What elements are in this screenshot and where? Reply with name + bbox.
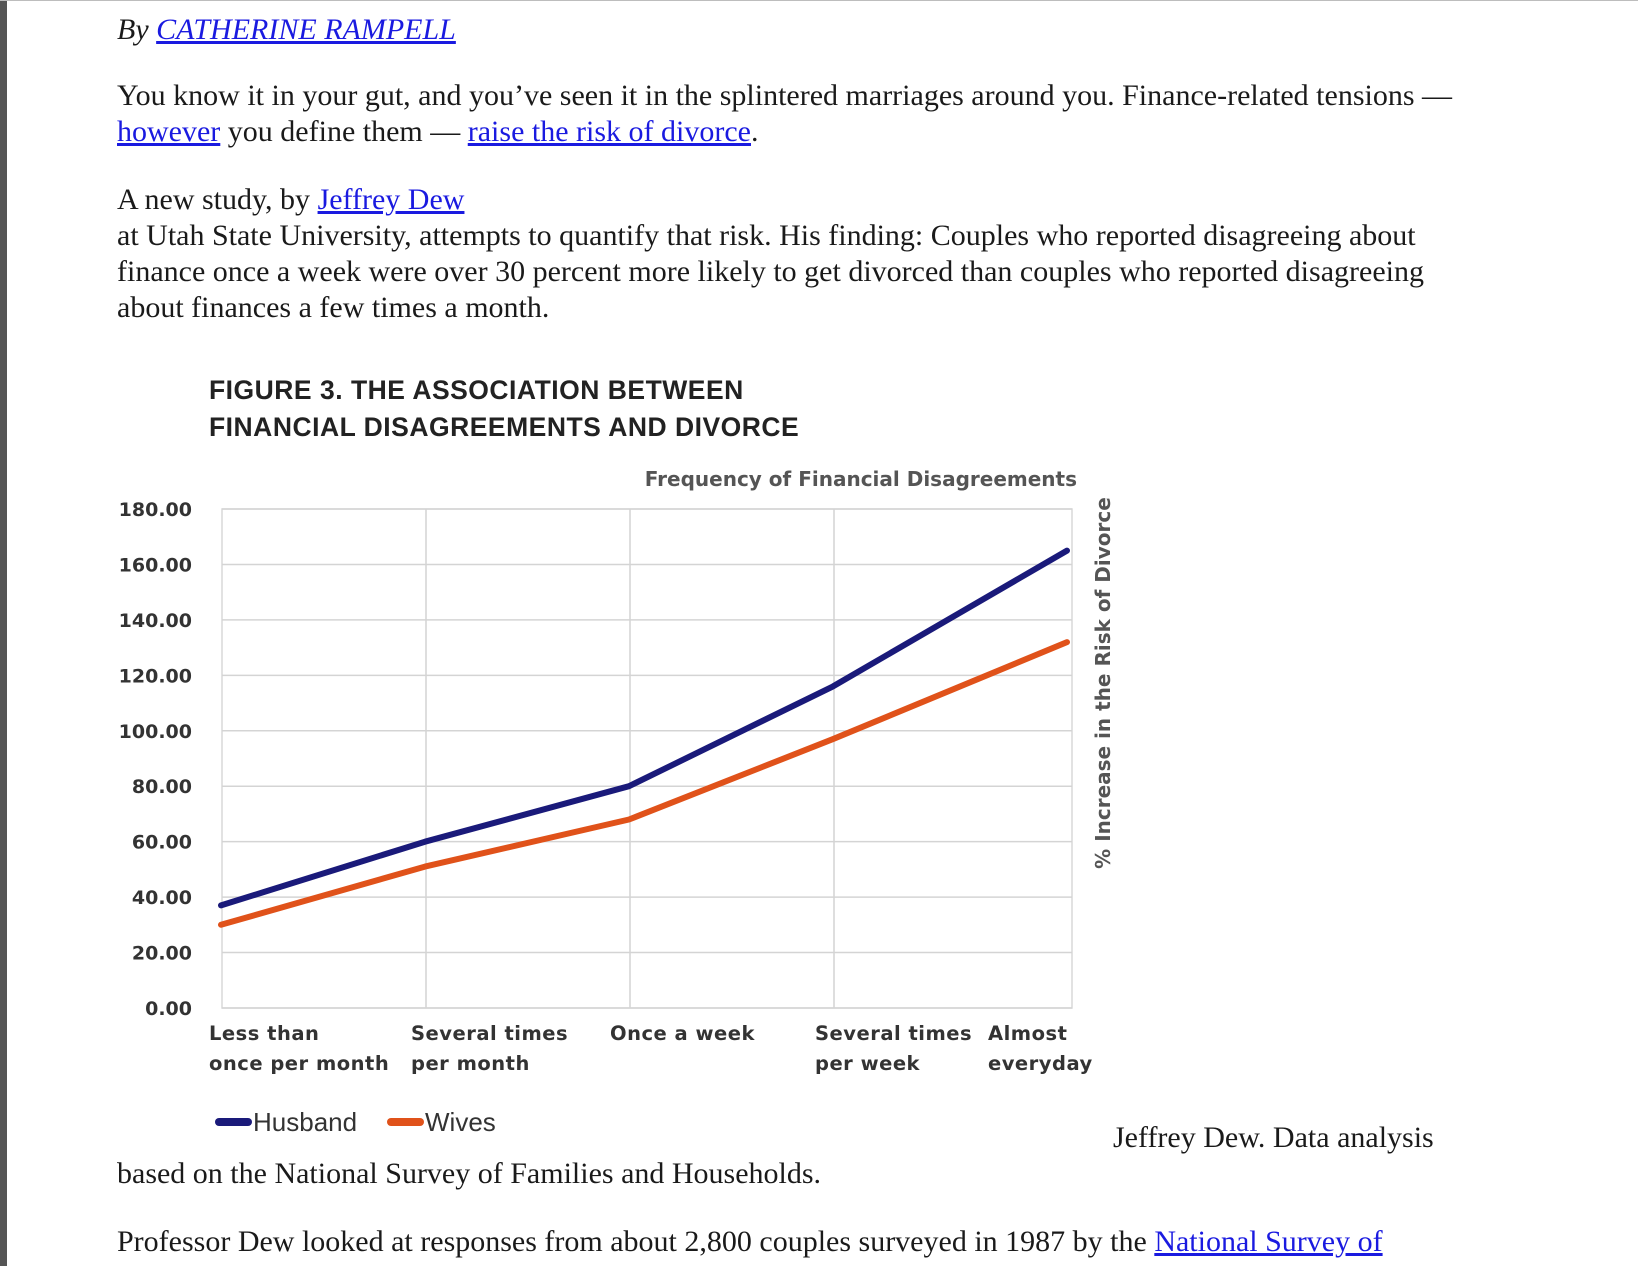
chart-legend: Husband Wives — [215, 1107, 496, 1137]
legend-swatch — [215, 1118, 252, 1126]
x-category-label: once per month — [209, 1052, 389, 1075]
however-link[interactable]: however — [117, 115, 221, 148]
x-category-label: per week — [815, 1052, 921, 1075]
paragraph-2-line-4: about finances a few times a month. — [117, 291, 550, 324]
y-tick-label: 180.00 — [119, 499, 192, 521]
author-link[interactable]: CATHERINE RAMPELL — [156, 13, 456, 46]
x-category-label: Several times — [411, 1022, 568, 1045]
paragraph-1-end: . — [750, 115, 759, 148]
paragraph-2-line-3: finance once a week were over 30 percent… — [117, 255, 1424, 288]
x-category-label: Once a week — [610, 1022, 755, 1045]
paragraph-3-text: Professor Dew looked at responses from a… — [117, 1225, 1155, 1258]
y-tick-label: 160.00 — [119, 554, 192, 576]
legend-swatch — [387, 1118, 424, 1126]
x-axis-title: Frequency of Financial Disagreements — [645, 467, 1077, 491]
plot-frame — [221, 508, 1073, 1009]
x-category-label: Less than — [209, 1022, 319, 1045]
byline: By CATHERINE RAMPELL — [117, 12, 456, 48]
y-tick-label: 40.00 — [132, 887, 192, 909]
paragraph-1-mid: you define them — — [220, 115, 468, 148]
jeffrey-dew-link[interactable]: Jeffrey Dew — [317, 183, 465, 216]
raise-risk-link[interactable]: raise the risk of divorce — [467, 115, 751, 148]
figure-title: FIGURE 3. THE ASSOCIATION BETWEEN FINANC… — [209, 372, 799, 446]
chart-series — [218, 547, 1070, 928]
paragraph-2-prefix: A new study, by — [117, 183, 318, 216]
y-tick-label: 120.00 — [119, 665, 192, 687]
paragraph-2-line-1: A new study, by Jeffrey Dew — [117, 182, 464, 218]
y-axis-ticks: 0.00 20.00 40.00 60.00 80.00 100.00 120.00 140.… — [119, 499, 192, 1020]
chart-grid — [221, 508, 1073, 1009]
legend-label: Husband — [253, 1107, 357, 1137]
paragraph-3: Professor Dew looked at responses from a… — [117, 1224, 1383, 1260]
x-category-label: everyday — [988, 1052, 1093, 1075]
series-line — [218, 639, 1070, 928]
y-tick-label: 60.00 — [132, 832, 192, 854]
page-left-border — [0, 0, 7, 1266]
figure-title-line-1: FIGURE 3. THE ASSOCIATION BETWEEN — [209, 375, 744, 405]
byline-prefix: By — [117, 13, 157, 46]
y-axis-title: % Increase in the Risk of Divorce — [1091, 497, 1115, 869]
series-line — [218, 547, 1070, 909]
y-tick-label: 80.00 — [132, 776, 192, 798]
national-survey-link[interactable]: National Survey of — [1154, 1225, 1383, 1258]
y-tick-label: 0.00 — [145, 998, 192, 1020]
figure-caption-source: Jeffrey Dew. Data analysis — [1113, 1121, 1434, 1154]
y-tick-label: 140.00 — [119, 610, 192, 632]
legend-label: Wives — [425, 1107, 496, 1137]
y-tick-label: 100.00 — [119, 721, 192, 743]
figure-caption-continued: based on the National Survey of Families… — [117, 1157, 822, 1190]
page-top-border — [0, 0, 1638, 1]
x-category-label: Almost — [988, 1022, 1067, 1045]
figure-title-line-2: FINANCIAL DISAGREEMENTS AND DIVORCE — [209, 412, 800, 442]
y-tick-label: 20.00 — [132, 943, 192, 965]
x-category-label: per month — [411, 1052, 530, 1075]
paragraph-2-line-2: at Utah State University, attempts to qu… — [117, 219, 1416, 252]
paragraph-1-line-1: You know it in your gut, and you’ve seen… — [117, 79, 1453, 112]
paragraph-1-line-2: however you define them — raise the risk… — [117, 114, 758, 150]
x-axis-categories: Less than once per month Several times per … — [209, 1022, 1093, 1075]
x-category-label: Several times — [815, 1022, 972, 1045]
